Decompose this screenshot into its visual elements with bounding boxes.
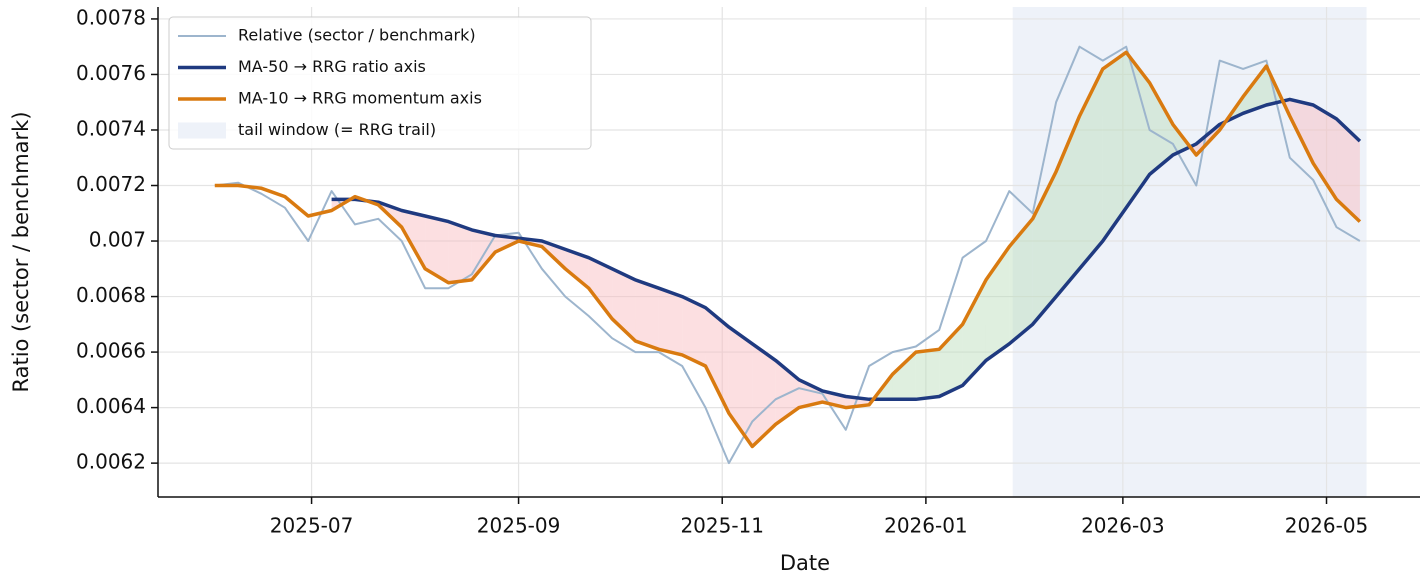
x-tick-label: 2025-11 — [680, 514, 764, 538]
legend-label: tail window (= RRG trail) — [238, 120, 436, 139]
legend-label: MA-50 → RRG ratio axis — [238, 57, 426, 76]
series-line — [214, 50, 1362, 449]
fill-between — [752, 343, 776, 447]
series-line — [214, 45, 1361, 465]
fill-between — [682, 296, 706, 366]
fill-between — [939, 324, 963, 397]
fill-between — [1079, 68, 1103, 269]
y-tick-label: 0.0068 — [76, 283, 146, 307]
fill-between — [892, 352, 916, 400]
fill-between — [915, 349, 940, 400]
fill-between — [1336, 118, 1360, 222]
fill-between — [1126, 52, 1150, 208]
y-tick-label: 0.0066 — [76, 339, 146, 363]
x-axis-label: Date — [780, 551, 830, 575]
y-tick-label: 0.0074 — [76, 116, 146, 140]
fill-between — [425, 216, 449, 283]
fill-between — [1102, 52, 1127, 242]
y-tick-label: 0.0078 — [76, 5, 146, 29]
y-tick-label: 0.0064 — [76, 394, 146, 418]
fill-between — [705, 307, 729, 414]
fill-between — [635, 279, 659, 350]
y-tick-label: 0.0062 — [76, 450, 146, 474]
x-tick-label: 2026-05 — [1285, 514, 1369, 538]
legend-box — [168, 16, 592, 150]
fill-between — [962, 279, 986, 386]
y-tick-label: 0.007 — [89, 228, 146, 252]
fill-between — [1009, 218, 1033, 344]
fill-between — [401, 210, 426, 269]
fill-between — [1313, 105, 1337, 200]
legend-label: Relative (sector / benchmark) — [238, 26, 476, 45]
legend-label: MA-10 → RRG momentum axis — [238, 89, 482, 108]
x-tick-label: 2025-07 — [270, 514, 354, 538]
fill-between — [565, 249, 589, 289]
y-tick-label: 0.0072 — [76, 172, 146, 196]
y-tick-label: 0.0076 — [76, 61, 146, 85]
x-tick-label: 2026-01 — [884, 514, 968, 538]
x-tick-label: 2025-09 — [477, 514, 561, 538]
y-axis-label: Ratio (sector / benchmark) — [9, 111, 33, 392]
fill-between — [1289, 99, 1314, 164]
fill-between — [799, 379, 823, 408]
fill-between — [1243, 66, 1267, 114]
tail-window — [1012, 7, 1367, 497]
fill-between — [588, 257, 613, 319]
fill-between — [728, 327, 753, 447]
x-tick-label: 2026-03 — [1081, 514, 1165, 538]
fill-between — [1149, 82, 1173, 175]
fill-between — [658, 288, 683, 355]
legend-swatch — [178, 122, 226, 139]
fill-between — [985, 246, 1010, 361]
fill-between — [448, 221, 472, 283]
